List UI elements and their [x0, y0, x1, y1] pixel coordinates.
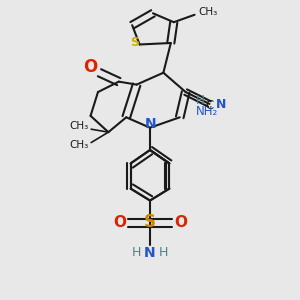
- Text: H: H: [159, 246, 168, 259]
- Text: N: N: [144, 245, 156, 260]
- Text: N: N: [216, 98, 226, 111]
- Text: NH₂: NH₂: [196, 105, 218, 118]
- Text: H: H: [196, 94, 204, 106]
- Text: H: H: [132, 246, 141, 259]
- Text: CH₃: CH₃: [69, 121, 88, 131]
- Text: CH₃: CH₃: [69, 140, 88, 150]
- Text: CH₃: CH₃: [198, 7, 218, 17]
- Text: O: O: [83, 58, 98, 76]
- Text: C: C: [205, 99, 214, 112]
- Text: S: S: [130, 36, 139, 49]
- Text: N: N: [145, 117, 157, 131]
- Text: O: O: [113, 215, 126, 230]
- Text: O: O: [174, 215, 187, 230]
- Text: S: S: [144, 213, 156, 231]
